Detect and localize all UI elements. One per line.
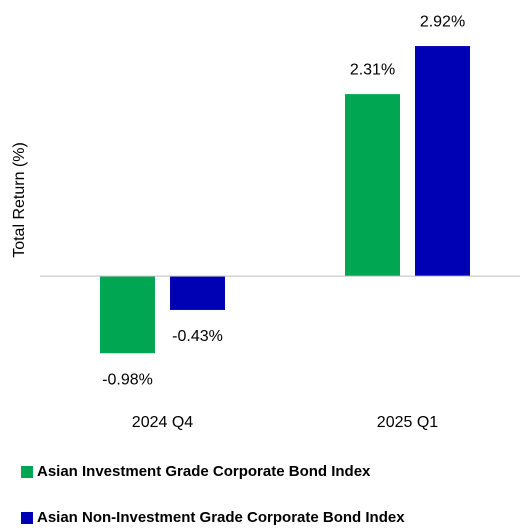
legend-label: Asian Non-Investment Grade Corporate Bon… — [37, 509, 405, 526]
x-tick-label: 2024 Q4 — [132, 414, 193, 431]
y-axis-label: Total Return (%) — [11, 142, 28, 258]
legend-label: Asian Investment Grade Corporate Bond In… — [37, 463, 371, 480]
bar — [415, 46, 470, 277]
data-label: 2.31% — [350, 61, 395, 78]
bar — [345, 94, 400, 277]
data-label: 2.92% — [420, 13, 465, 30]
legend-swatch — [21, 512, 33, 524]
x-tick-label: 2025 Q1 — [377, 414, 438, 431]
data-label: -0.43% — [172, 328, 223, 345]
data-label: -0.98% — [102, 371, 153, 388]
bar — [100, 276, 155, 354]
bar — [170, 276, 225, 310]
legend-swatch — [21, 466, 33, 478]
